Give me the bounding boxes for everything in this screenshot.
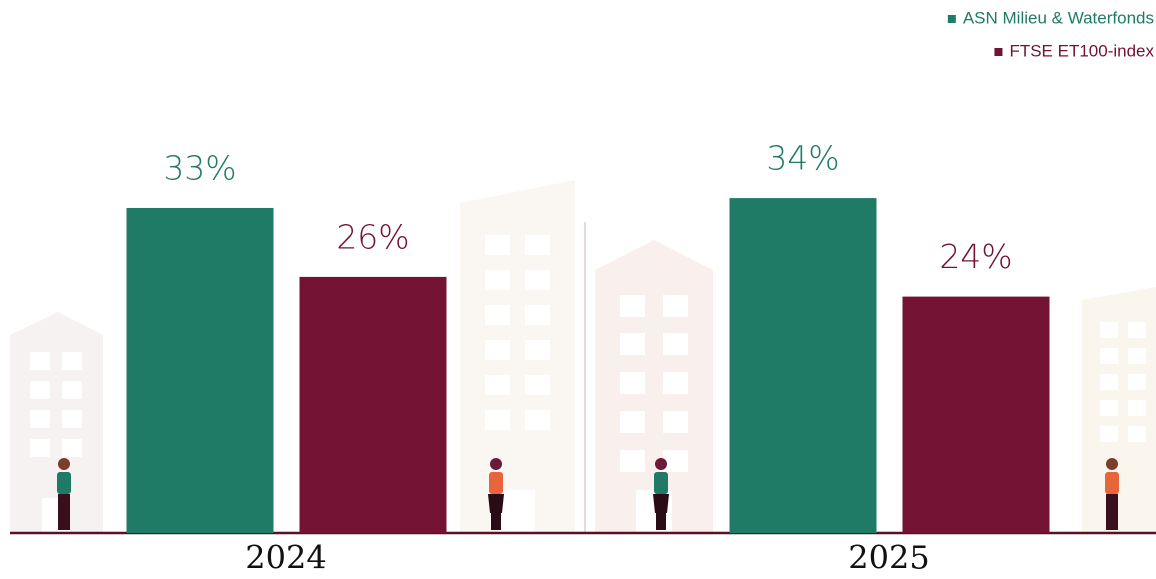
bar (729, 198, 877, 533)
x-tick-label: 2025 (848, 539, 929, 577)
value-label: 33% (163, 148, 236, 187)
value-label: 26% (336, 217, 409, 256)
bar (126, 207, 274, 533)
legend-label: ASN Milieu & Waterfonds (963, 8, 1154, 27)
x-tick-label: 2024 (245, 539, 326, 577)
legend-marker (994, 48, 1003, 56)
bar (902, 296, 1050, 533)
bar (299, 276, 447, 533)
legend-label: FTSE ET100-index (1009, 41, 1154, 60)
legend-marker (947, 15, 956, 23)
people-illustrations (57, 458, 1119, 530)
value-label: 24% (939, 237, 1012, 276)
background-buildings (10, 180, 1156, 533)
value-label: 34% (766, 139, 839, 178)
